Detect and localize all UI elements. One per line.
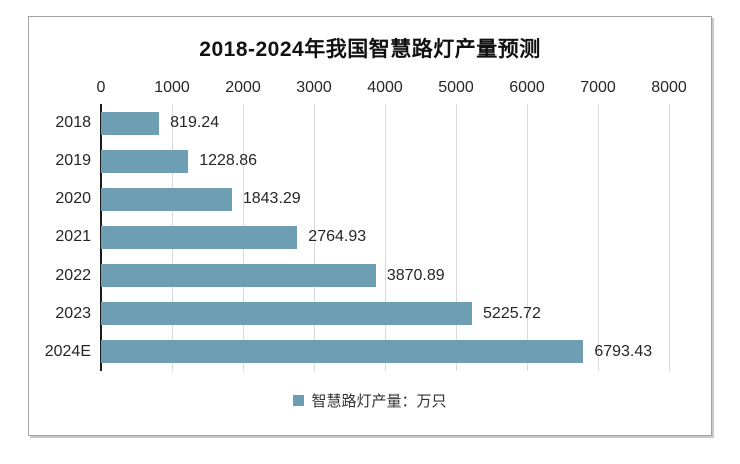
bar-value-label: 2764.93	[308, 228, 367, 246]
x-tick-label: 5000	[438, 79, 474, 96]
gridline	[456, 104, 457, 371]
chart-frame: 2018-2024年我国智慧路灯产量预测 2018 2019 2020 2021 202…	[28, 16, 712, 436]
bar	[101, 149, 189, 173]
bar-value-label: 1843.29	[242, 190, 301, 208]
y-axis-category-label: 2023	[55, 304, 91, 322]
bar	[101, 111, 160, 135]
legend-label: 智慧路灯产量：万只	[311, 393, 447, 410]
gridline	[314, 104, 315, 371]
bar-value-label: 6793.43	[594, 342, 653, 360]
x-tick-label: 8000	[651, 79, 687, 96]
legend: 智慧路灯产量：万只	[29, 390, 711, 411]
x-tick-label: 0	[96, 79, 106, 96]
y-axis-category-label: 2021	[55, 228, 91, 246]
bar-value-label: 5225.72	[483, 304, 541, 322]
y-axis-labels: 2018 2019 2020 2021 2022 2023 2024E	[29, 104, 91, 371]
x-axis-tick-labels: 0 1000 2000 3000 4000 5000 6000 7000 8000	[97, 78, 687, 98]
bar-value-label: 3870.89	[386, 266, 445, 284]
x-tick-label: 4000	[367, 79, 403, 96]
chart-title: 2018-2024年我国智慧路灯产量预测	[199, 38, 541, 61]
bar-value-label: 1228.86	[199, 152, 258, 170]
gridline	[385, 104, 386, 371]
bar	[101, 225, 298, 249]
x-tick-label: 7000	[580, 79, 616, 96]
bar-value-label: 819.24	[170, 114, 220, 132]
x-tick-label: 3000	[296, 79, 332, 96]
legend-swatch-icon	[293, 395, 305, 406]
bar-row: 1843.29	[101, 180, 669, 218]
bar	[101, 264, 376, 288]
bar-row: 1228.86	[101, 142, 669, 180]
y-axis-category-label: 2022	[55, 266, 91, 284]
x-tick-label: 2000	[225, 79, 261, 96]
bar-row: 819.24	[101, 104, 669, 142]
y-axis-category-label: 2018	[55, 114, 91, 132]
bar-row: 3870.89	[101, 257, 669, 295]
bar	[101, 340, 584, 364]
y-axis-category-label: 2019	[55, 152, 91, 170]
y-axis-category-label: 2024E	[44, 342, 91, 360]
x-tick-label: 6000	[509, 79, 545, 96]
gridline	[527, 104, 528, 371]
bar-row: 2764.93	[101, 218, 669, 256]
bar-row: 6793.43	[101, 333, 669, 371]
bar-series: 819.24 1228.86 1843.29 2764.93 3870.89 5225.7…	[101, 104, 669, 371]
plot-area: 0 1000 2000 3000 4000 5000 6000 7000 8000 819.24…	[97, 79, 687, 371]
bar-row: 5225.72	[101, 295, 669, 333]
x-tick-label: 1000	[154, 79, 190, 96]
y-axis-category-label: 2020	[55, 190, 91, 208]
bar	[101, 302, 473, 326]
gridline	[669, 104, 670, 371]
gridline	[598, 104, 599, 371]
bar	[101, 187, 232, 211]
